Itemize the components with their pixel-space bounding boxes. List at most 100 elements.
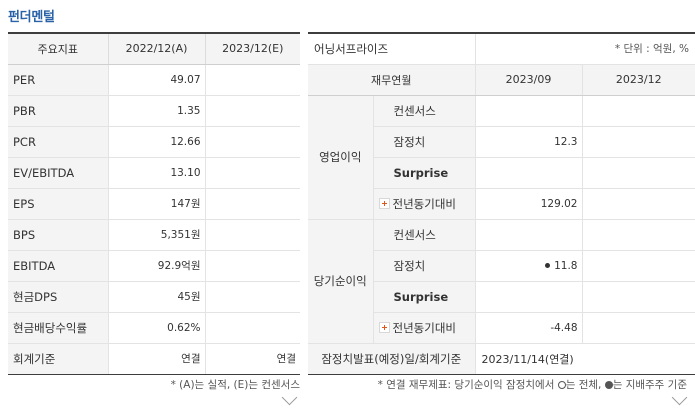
- table-row: PBR 1.35: [8, 95, 300, 127]
- value-2023-09-cell: 11.8: [475, 250, 583, 282]
- expand-plus-icon[interactable]: [378, 197, 390, 209]
- chevron-down-icon[interactable]: [281, 389, 298, 406]
- table-row: 전년동기대비 -4.48: [308, 312, 695, 344]
- table-row: 현금배당수익률 0.62%: [8, 312, 300, 344]
- value-2023-09: [475, 157, 583, 189]
- right-footnote: * 연결 재무제표: 당기순이익 잠정치에서 는 전체, 는 지배주주 기준: [378, 377, 687, 392]
- actual-value: 45원: [108, 281, 206, 313]
- header-estimate: 2023/12(E): [205, 33, 300, 65]
- unit-note: * 단위 : 억원, %: [475, 33, 695, 65]
- estimate-value: [205, 157, 300, 189]
- estimate-value: [205, 219, 300, 251]
- estimate-value: [205, 64, 300, 96]
- earnings-surprise-table: 어닝서프라이즈 * 단위 : 억원, % 재무연월 2023/09 2023/1…: [308, 32, 695, 375]
- actual-value: 92.9억원: [108, 250, 206, 282]
- left-footnote: * (A)는 실적, (E)는 컨센서스: [170, 379, 300, 391]
- announcement-date-value: 2023/11/14(연결): [475, 343, 695, 375]
- value-2023-09: [475, 219, 583, 251]
- value-2023-12: [582, 157, 695, 189]
- footnote-text-c: 는 지배주주 기준: [612, 379, 687, 391]
- row-label: EV/EBITDA: [8, 157, 109, 189]
- estimate-value: 연결: [205, 343, 300, 375]
- table-row: BPS 5,351원: [8, 219, 300, 251]
- value-2023-09: 11.8: [554, 259, 578, 272]
- value-2023-12: [582, 312, 695, 344]
- row-label: PCR: [8, 126, 109, 158]
- footnote-text-b: 는 전체,: [565, 379, 605, 391]
- row-label: 컨센서스: [373, 95, 476, 127]
- row-label: 잠정치: [373, 250, 476, 282]
- actual-value: 1.35: [108, 95, 206, 127]
- value-2023-09: [475, 281, 583, 313]
- yoy-row-header: 전년동기대비: [373, 312, 476, 344]
- header-2023-12: 2023/12: [582, 64, 695, 96]
- ring-icon: [557, 381, 566, 389]
- key-indicators-table: 주요지표 2022/12(A) 2023/12(E) PER 49.07 PBR 1…: [8, 32, 300, 375]
- value-2023-12: [582, 95, 695, 127]
- row-label: Surprise: [373, 281, 476, 313]
- actual-value: 연결: [108, 343, 206, 375]
- row-label: EPS: [8, 188, 109, 220]
- estimate-value: [205, 250, 300, 282]
- row-label: 회계기준: [8, 343, 109, 375]
- chevron-down-icon[interactable]: [671, 389, 688, 406]
- table-row: PER 49.07: [8, 64, 300, 96]
- actual-value: 13.10: [108, 157, 206, 189]
- row-label: 전년동기대비: [392, 320, 456, 335]
- filled-dot-icon: [545, 262, 551, 268]
- row-label: PBR: [8, 95, 109, 127]
- row-label: Surprise: [373, 157, 476, 189]
- actual-value: 0.62%: [108, 312, 206, 344]
- footnote-text-a: * 연결 재무제표: 당기순이익 잠정치에서: [377, 379, 558, 391]
- row-label: 현금배당수익률: [8, 312, 109, 344]
- table-row: 잠정치발표(예정)일/회계기준 2023/11/14(연결): [308, 343, 695, 375]
- row-label: PER: [8, 64, 109, 96]
- row-label: 전년동기대비: [392, 196, 456, 211]
- table-row: 회계기준 연결 연결: [8, 343, 300, 375]
- value-2023-09: 129.02: [475, 188, 583, 220]
- table-row: EV/EBITDA 13.10: [8, 157, 300, 189]
- table-row: 전년동기대비 129.02: [308, 188, 695, 220]
- group-net-income: 당기순이익: [308, 219, 374, 344]
- actual-value: 5,351원: [108, 219, 206, 251]
- table-row: 잠정치 12.3: [308, 126, 695, 158]
- section-title: 펀더멘털: [8, 10, 55, 25]
- estimate-value: [205, 281, 300, 313]
- table-row: 현금DPS 45원: [8, 281, 300, 313]
- actual-value: 49.07: [108, 64, 206, 96]
- value-2023-12: [582, 281, 695, 313]
- filled-dot-icon: [604, 381, 613, 389]
- value-2023-12: [582, 219, 695, 251]
- estimate-value: [205, 95, 300, 127]
- value-2023-12: [582, 250, 695, 282]
- table-row: EBITDA 92.9억원: [8, 250, 300, 282]
- value-2023-09: 12.3: [475, 126, 583, 158]
- value-2023-12: [582, 188, 695, 220]
- header-period: 재무연월: [308, 64, 476, 96]
- estimate-value: [205, 312, 300, 344]
- actual-value: 147원: [108, 188, 206, 220]
- value-2023-09: [475, 95, 583, 127]
- group-operating-profit: 영업이익: [308, 95, 374, 220]
- row-label: BPS: [8, 219, 109, 251]
- table-row: Surprise: [308, 157, 695, 189]
- table-row: Surprise: [308, 281, 695, 313]
- actual-value: 12.66: [108, 126, 206, 158]
- earnings-surprise-title: 어닝서프라이즈: [308, 33, 476, 65]
- announcement-date-label: 잠정치발표(예정)일/회계기준: [308, 343, 476, 375]
- value-2023-12: [582, 126, 695, 158]
- table-row: EPS 147원: [8, 188, 300, 220]
- header-2023-09: 2023/09: [475, 64, 583, 96]
- row-label: 컨센서스: [373, 219, 476, 251]
- table-row: 잠정치 11.8: [308, 250, 695, 282]
- row-label: EBITDA: [8, 250, 109, 282]
- row-label: 현금DPS: [8, 281, 109, 313]
- estimate-value: [205, 126, 300, 158]
- expand-plus-icon[interactable]: [378, 321, 390, 333]
- value-2023-09: -4.48: [475, 312, 583, 344]
- estimate-value: [205, 188, 300, 220]
- table-row: PCR 12.66: [8, 126, 300, 158]
- row-label: 잠정치: [373, 126, 476, 158]
- yoy-row-header: 전년동기대비: [373, 188, 476, 220]
- header-actual: 2022/12(A): [108, 33, 206, 65]
